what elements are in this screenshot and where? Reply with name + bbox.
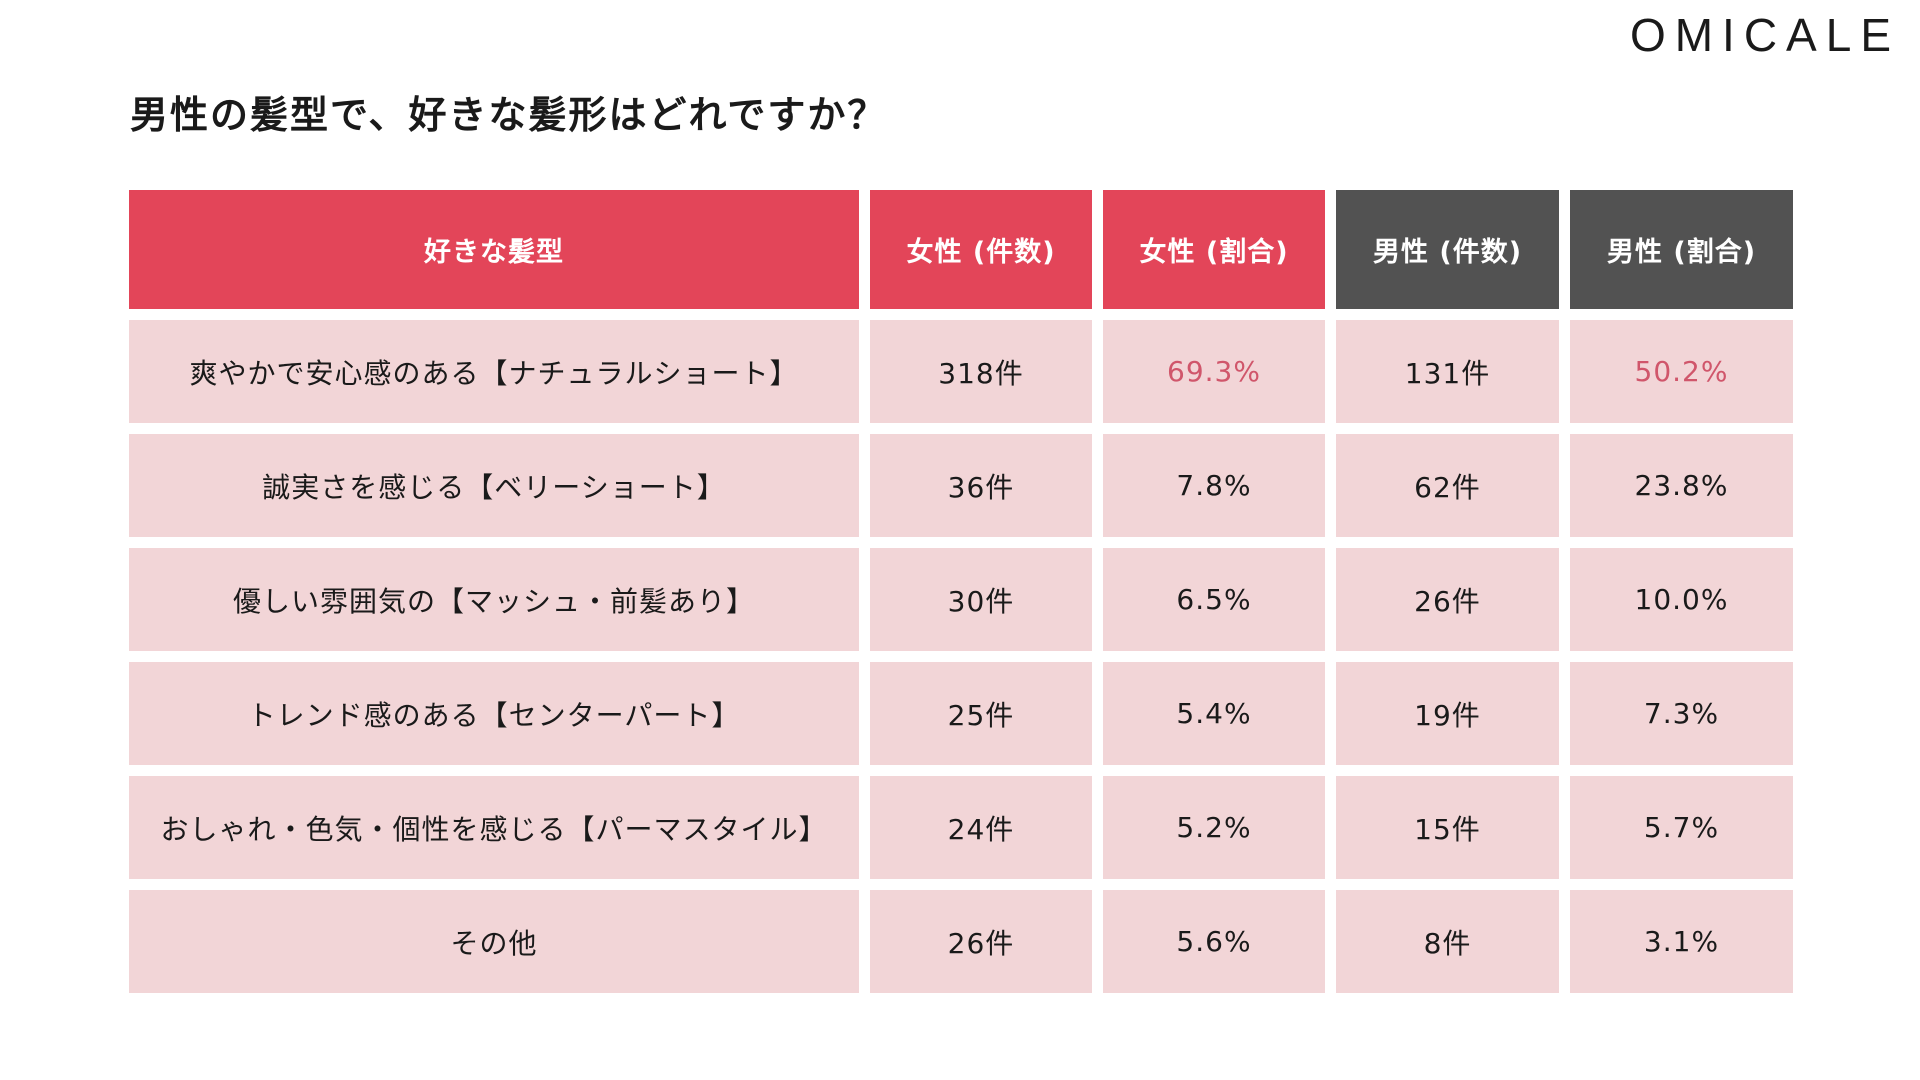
male-count-cell: 26件 [1336,548,1559,651]
header-male-ratio: 男性 (割合) [1570,190,1793,309]
female-ratio-cell: 5.4% [1103,662,1325,765]
male-count-cell: 8件 [1336,890,1559,993]
male-ratio-cell: 7.3% [1570,662,1793,765]
female-count-cell: 36件 [870,434,1092,537]
male-ratio-cell: 3.1% [1570,890,1793,993]
male-ratio-cell: 23.8% [1570,434,1793,537]
hairstyle-cell: 優しい雰囲気の【マッシュ・前髪あり】 [129,548,859,651]
male-count-cell: 131件 [1336,320,1559,423]
male-count-cell: 15件 [1336,776,1559,879]
male-count-cell: 19件 [1336,662,1559,765]
female-count-cell: 30件 [870,548,1092,651]
female-count-cell: 26件 [870,890,1092,993]
hairstyle-cell: 爽やかで安心感のある【ナチュラルショート】 [129,320,859,423]
male-ratio-cell: 50.2% [1570,320,1793,423]
female-count-cell: 25件 [870,662,1092,765]
hairstyle-cell: その他 [129,890,859,993]
female-ratio-cell: 69.3% [1103,320,1325,423]
page-title: 男性の髪型で、好きな髪形はどれですか？ [130,93,888,137]
hairstyle-table: 好きな髪型 女性 (件数) 女性 (割合) 男性 (件数) 男性 (割合) 爽や… [129,190,1793,993]
female-ratio-cell: 5.2% [1103,776,1325,879]
header-male-count: 男性 (件数) [1336,190,1559,309]
female-ratio-cell: 7.8% [1103,434,1325,537]
male-ratio-cell: 5.7% [1570,776,1793,879]
header-female-count: 女性 (件数) [870,190,1092,309]
header-female-ratio: 女性 (割合) [1103,190,1325,309]
male-ratio-cell: 10.0% [1570,548,1793,651]
hairstyle-cell: トレンド感のある【センターパート】 [129,662,859,765]
hairstyle-cell: おしゃれ・色気・個性を感じる【パーマスタイル】 [129,776,859,879]
female-count-cell: 24件 [870,776,1092,879]
male-count-cell: 62件 [1336,434,1559,537]
omicale-logo: OMICALE [1629,9,1900,61]
header-hairstyle: 好きな髪型 [129,190,859,309]
female-ratio-cell: 6.5% [1103,548,1325,651]
female-ratio-cell: 5.6% [1103,890,1325,993]
female-count-cell: 318件 [870,320,1092,423]
hairstyle-cell: 誠実さを感じる【ベリーショート】 [129,434,859,537]
